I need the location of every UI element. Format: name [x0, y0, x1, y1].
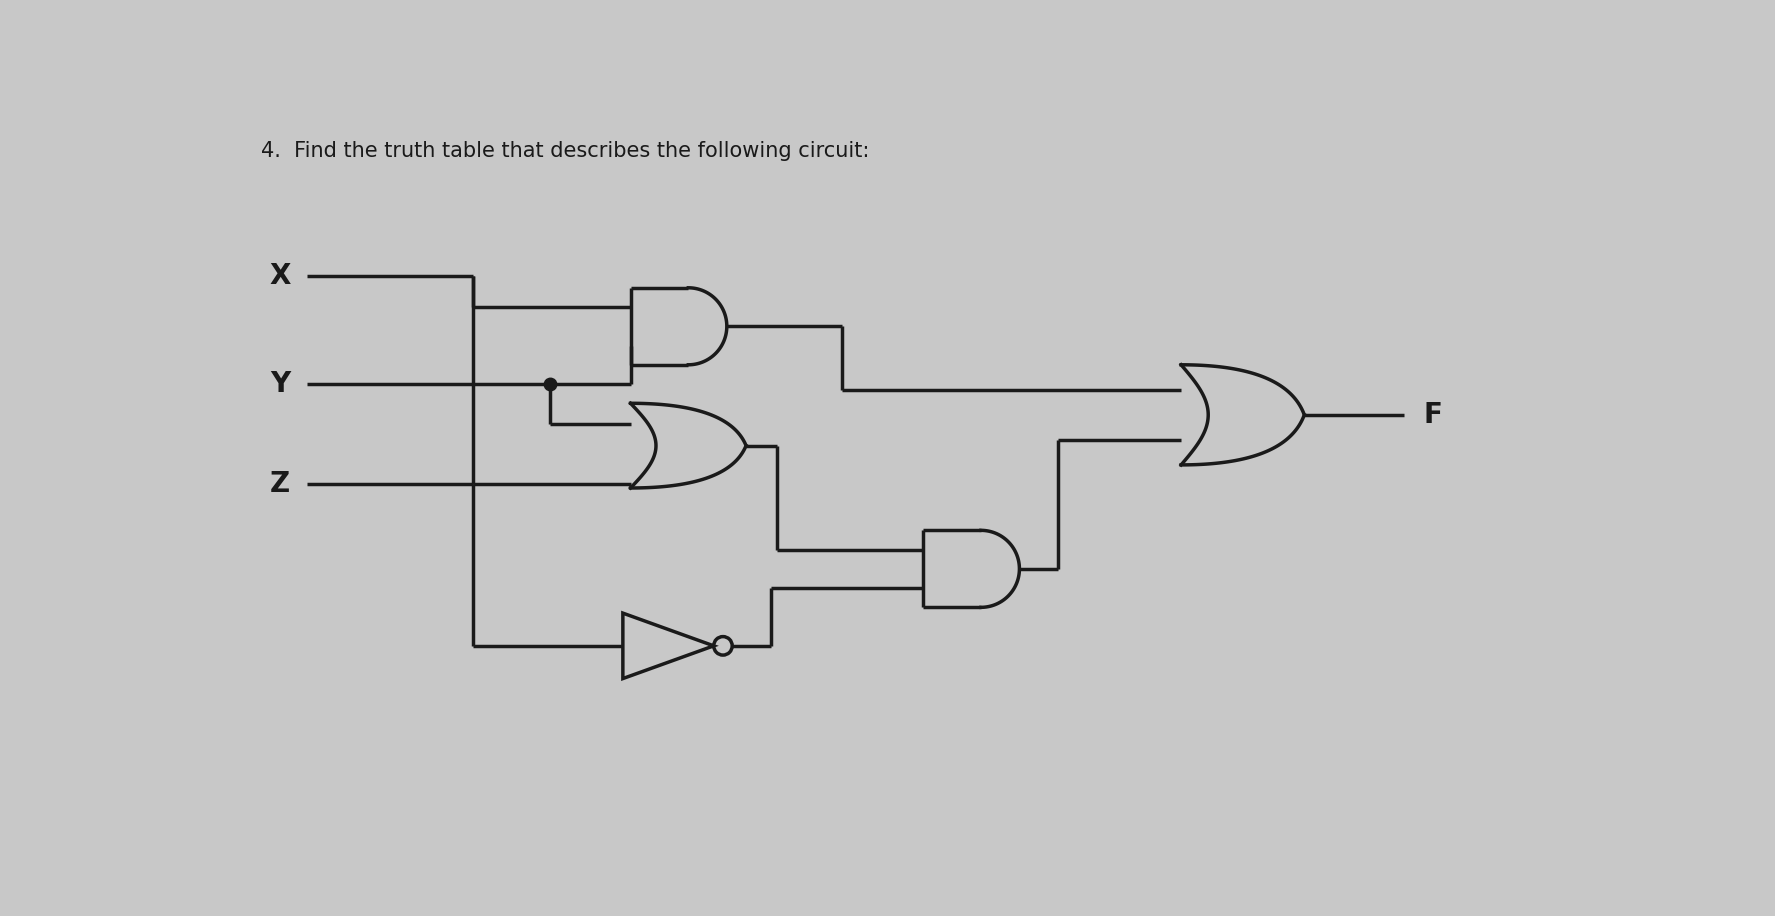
Text: Z: Z [270, 470, 291, 498]
Text: Y: Y [270, 370, 291, 398]
Text: X: X [270, 262, 291, 290]
Text: 4.  Find the truth table that describes the following circuit:: 4. Find the truth table that describes t… [261, 141, 870, 161]
Text: F: F [1424, 401, 1443, 429]
